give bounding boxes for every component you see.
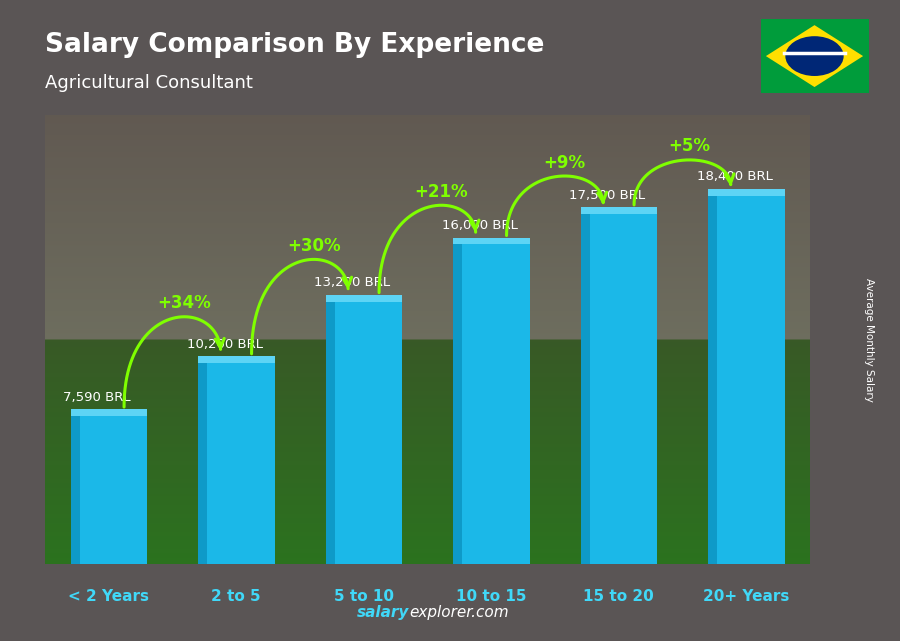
Circle shape <box>786 36 843 76</box>
Bar <box>708 189 717 564</box>
Text: +5%: +5% <box>669 137 710 155</box>
Bar <box>70 410 147 564</box>
Bar <box>198 356 274 564</box>
Text: Agricultural Consultant: Agricultural Consultant <box>45 74 253 92</box>
Text: +9%: +9% <box>544 153 586 172</box>
Bar <box>326 295 402 302</box>
Bar <box>708 189 785 564</box>
Text: 16,000 BRL: 16,000 BRL <box>442 219 518 233</box>
Bar <box>708 189 785 196</box>
Bar <box>580 207 657 564</box>
Bar <box>453 238 463 564</box>
Bar <box>326 295 335 564</box>
Bar <box>198 356 274 363</box>
Text: 7,590 BRL: 7,590 BRL <box>64 391 131 404</box>
Text: +30%: +30% <box>287 237 341 255</box>
Text: 10,200 BRL: 10,200 BRL <box>187 338 263 351</box>
Bar <box>453 238 529 244</box>
Text: 13,200 BRL: 13,200 BRL <box>314 276 391 290</box>
Bar <box>580 207 657 214</box>
Text: explorer.com: explorer.com <box>410 604 509 620</box>
Bar <box>580 207 590 564</box>
Text: Salary Comparison By Experience: Salary Comparison By Experience <box>45 32 544 58</box>
Polygon shape <box>766 25 863 87</box>
Text: < 2 Years: < 2 Years <box>68 588 149 604</box>
Text: 5 to 10: 5 to 10 <box>334 588 394 604</box>
Text: 2 to 5: 2 to 5 <box>212 588 261 604</box>
Text: salary: salary <box>357 604 410 620</box>
Text: 20+ Years: 20+ Years <box>703 588 789 604</box>
Text: 15 to 20: 15 to 20 <box>583 588 654 604</box>
Text: Average Monthly Salary: Average Monthly Salary <box>863 278 874 402</box>
Bar <box>70 410 80 564</box>
Text: +21%: +21% <box>415 183 468 201</box>
Bar <box>70 410 147 416</box>
Bar <box>453 238 529 564</box>
Bar <box>326 295 402 564</box>
Bar <box>198 356 207 564</box>
Text: 10 to 15: 10 to 15 <box>456 588 526 604</box>
Text: +34%: +34% <box>158 294 212 312</box>
Text: 17,500 BRL: 17,500 BRL <box>569 189 645 202</box>
Text: 18,400 BRL: 18,400 BRL <box>697 171 773 183</box>
